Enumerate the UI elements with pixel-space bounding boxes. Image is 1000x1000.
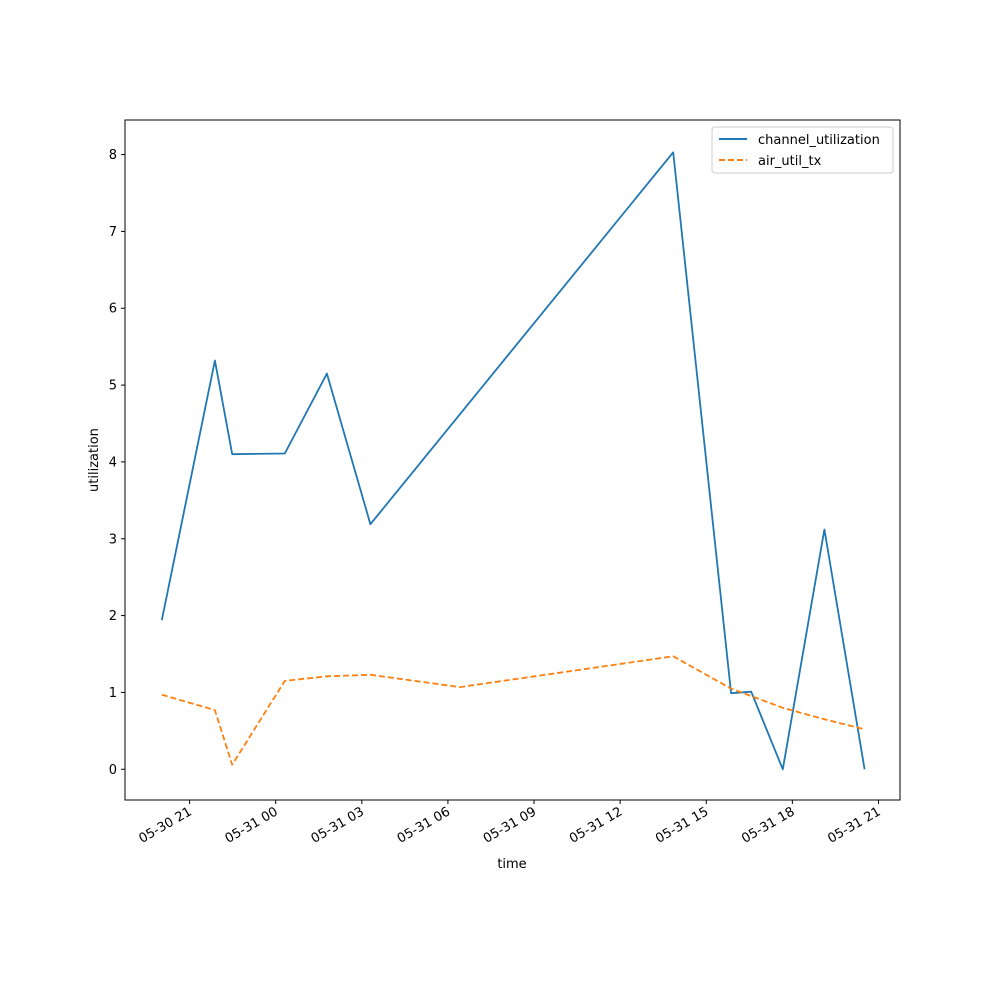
plot-frame [124,119,901,801]
plot-lines [160,151,866,771]
y-tick-label: 1 [109,686,117,701]
y-tick-label: 8 [109,148,117,163]
series-line-air-util-tx [161,655,865,766]
x-axis-label: time [497,857,526,872]
legend-label-air-util-tx: air_util_tx [758,154,822,169]
legend-label-channel-utilization: channel_utilization [758,133,880,148]
y-tick-label: 4 [109,455,117,470]
y-axis-label: utilization [87,428,102,492]
y-tick-label: 7 [109,225,117,240]
legend-box [711,126,894,174]
y-tick-label: 3 [109,532,117,547]
legend: channel_utilization air_util_tx [711,126,894,174]
y-tick-label: 2 [109,609,117,624]
y-tick-label: 0 [109,763,117,778]
y-tick-label: 6 [109,302,117,317]
y-axis: 0 1 2 3 4 5 6 7 8 [109,148,125,778]
y-tick-label: 5 [109,379,117,394]
series-line-channel-utilization [160,151,866,771]
